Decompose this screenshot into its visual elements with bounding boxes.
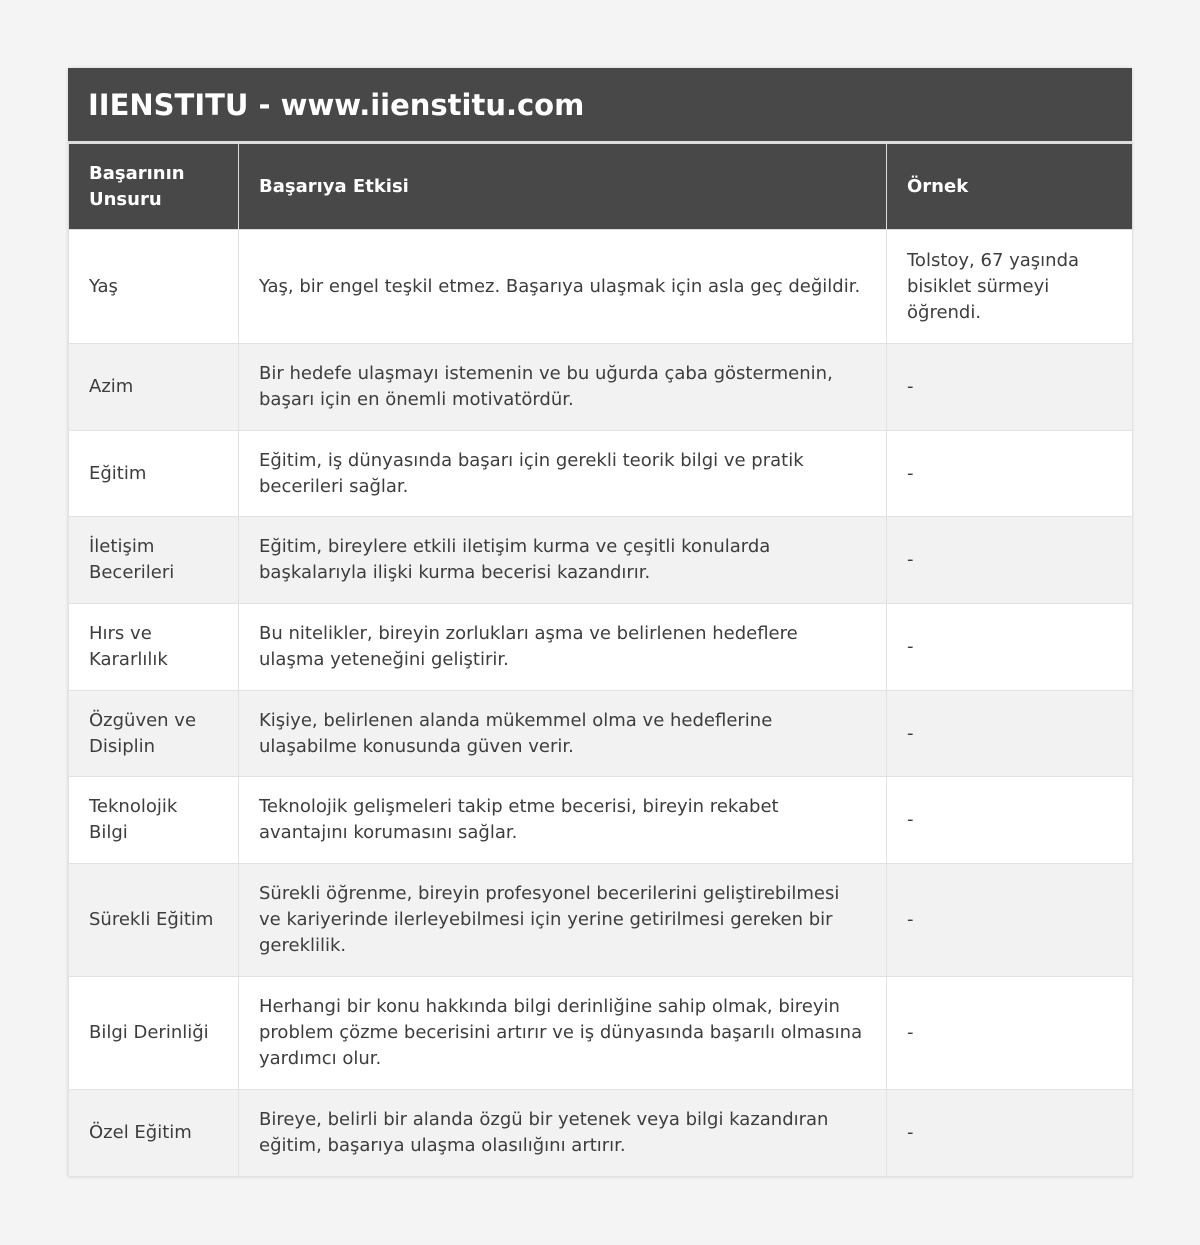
success-table: Başarının Unsuru Başarıya Etkisi Örnek Y… — [68, 143, 1133, 1177]
cell-example: - — [886, 516, 1133, 604]
cell-effect: Bir hedefe ulaşmayı istemenin ve bu uğur… — [238, 343, 887, 431]
cell-example: - — [886, 1089, 1133, 1177]
cell-effect: Bireye, belirli bir alanda özgü bir yete… — [238, 1089, 887, 1177]
cell-effect: Kişiye, belirlenen alanda mükemmel olma … — [238, 690, 887, 777]
header-row: Başarının Unsuru Başarıya Etkisi Örnek — [68, 143, 1133, 230]
cell-example: - — [886, 430, 1133, 517]
cell-effect: Sürekli öğrenme, bireyin profesyonel bec… — [238, 863, 887, 977]
cell-element: Azim — [68, 343, 239, 431]
cell-element: Hırs ve Kararlılık — [68, 603, 239, 691]
cell-effect: Bu nitelikler, bireyin zorlukları aşma v… — [238, 603, 887, 691]
table-row: İletişim Becerileri Eğitim, bireylere etk… — [68, 516, 1133, 604]
table-title: IIENSTITU - www.iienstitu.com — [68, 68, 1132, 143]
header-example: Örnek — [886, 143, 1133, 230]
cell-element: Teknolojik Bilgi — [68, 776, 239, 864]
cell-element: Bilgi Derinliği — [68, 976, 239, 1090]
cell-example: Tolstoy, 67 yaşında bisiklet sürmeyi öğr… — [886, 229, 1133, 344]
table-row: Azim Bir hedefe ulaşmayı istemenin ve bu … — [68, 343, 1133, 431]
header-element: Başarının Unsuru — [68, 143, 239, 230]
cell-effect: Eğitim, bireylere etkili iletişim kurma … — [238, 516, 887, 604]
cell-element: Özgüven ve Disiplin — [68, 690, 239, 777]
cell-example: - — [886, 976, 1133, 1090]
table-row: Sürekli Eğitim Sürekli öğrenme, bireyin p… — [68, 863, 1133, 977]
cell-example: - — [886, 776, 1133, 864]
table-row: Özgüven ve Disiplin Kişiye, belirlenen al… — [68, 690, 1133, 777]
cell-effect: Yaş, bir engel teşkil etmez. Başarıya ul… — [238, 229, 887, 344]
table-row: Yaş Yaş, bir engel teşkil etmez. Başarıya… — [68, 229, 1133, 344]
cell-element: Özel Eğitim — [68, 1089, 239, 1177]
cell-element: İletişim Becerileri — [68, 516, 239, 604]
header-effect: Başarıya Etkisi — [238, 143, 887, 230]
table-row: Hırs ve Kararlılık Bu nitelikler, bireyin… — [68, 603, 1133, 691]
cell-example: - — [886, 343, 1133, 431]
cell-element: Eğitim — [68, 430, 239, 517]
cell-example: - — [886, 690, 1133, 777]
table-row: Teknolojik Bilgi Teknolojik gelişmeleri t… — [68, 776, 1133, 864]
table-row: Bilgi Derinliği Herhangi bir konu hakkınd… — [68, 976, 1133, 1090]
cell-effect: Eğitim, iş dünyasında başarı için gerekl… — [238, 430, 887, 517]
cell-effect: Teknolojik gelişmeleri takip etme beceri… — [238, 776, 887, 864]
table-container: IIENSTITU - www.iienstitu.com Başarının … — [68, 68, 1133, 1177]
cell-element: Yaş — [68, 229, 239, 344]
cell-example: - — [886, 603, 1133, 691]
table-row: Eğitim Eğitim, iş dünyasında başarı için … — [68, 430, 1133, 517]
cell-element: Sürekli Eğitim — [68, 863, 239, 977]
table-row: Özel Eğitim Bireye, belirli bir alanda öz… — [68, 1089, 1133, 1177]
cell-example: - — [886, 863, 1133, 977]
cell-effect: Herhangi bir konu hakkında bilgi derinli… — [238, 976, 887, 1090]
